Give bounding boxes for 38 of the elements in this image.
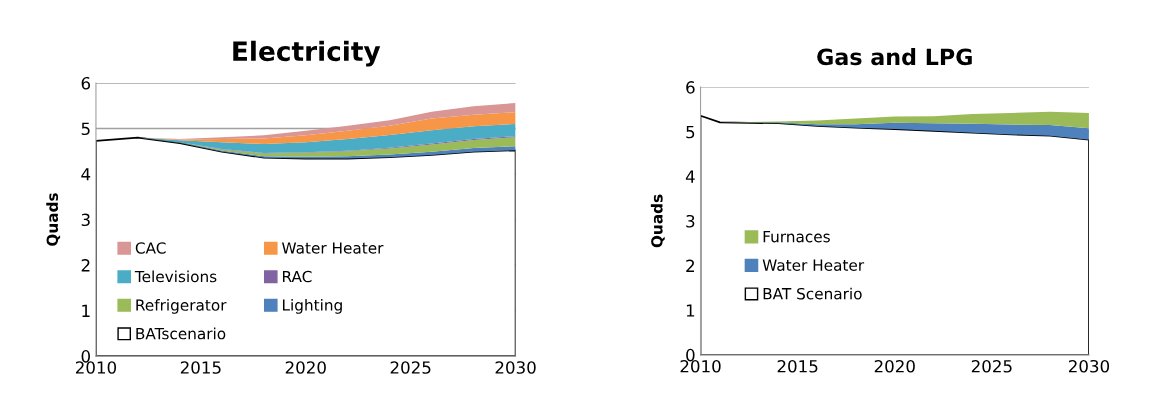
y-tick-label: 2 [686, 259, 695, 272]
y-tick-label: 4 [81, 168, 91, 181]
chart-title: Electricity [233, 40, 381, 67]
legend-label: Lighting [282, 299, 342, 314]
x-tick-label: 2010 [75, 361, 117, 374]
chart-title: Gas and LPG [817, 48, 972, 66]
y-tick-label: 1 [686, 304, 695, 317]
x-tick-label: 2025 [971, 359, 1012, 373]
legend-label: RAC [282, 270, 312, 283]
y-tick-label: 0 [686, 348, 695, 362]
legend-label: CAC [135, 242, 166, 254]
legend-label: Furnaces [763, 231, 830, 243]
x-tick-label: 2030 [1068, 359, 1110, 373]
x-tick-label: 2020 [285, 361, 326, 374]
x-tick-label: 2010 [680, 359, 721, 373]
y-tick-label: 4 [685, 170, 695, 183]
x-tick-label: 2015 [777, 359, 818, 373]
y-tick-label: 3 [81, 213, 90, 227]
y-tick-label: 2 [81, 259, 90, 272]
x-tick-label: 2030 [495, 361, 536, 374]
x-tick-label: 2015 [180, 361, 221, 374]
y-tick-label: 1 [82, 304, 90, 317]
x-tick-label: 2025 [390, 361, 431, 374]
legend-label: Refrigerator [136, 299, 227, 314]
y-tick-label: 0 [81, 350, 90, 363]
legend-label: Water Heater [762, 259, 865, 271]
legend-label: Televisions [134, 270, 217, 283]
legend-label: Water Heater [282, 242, 384, 254]
x-tick-label: 2020 [874, 359, 915, 373]
legend-label: BATscenario [136, 327, 226, 340]
y-tick-label: 5 [81, 122, 90, 136]
legend-label: BAT Scenario [763, 287, 862, 300]
y-tick-label: 3 [686, 214, 695, 228]
y-axis-title: Quads [46, 193, 61, 246]
y-tick-label: 5 [686, 125, 695, 139]
y-tick-label: 6 [686, 81, 695, 94]
y-axis-title: Quads [650, 194, 665, 248]
y-tick-label: 6 [81, 76, 91, 90]
